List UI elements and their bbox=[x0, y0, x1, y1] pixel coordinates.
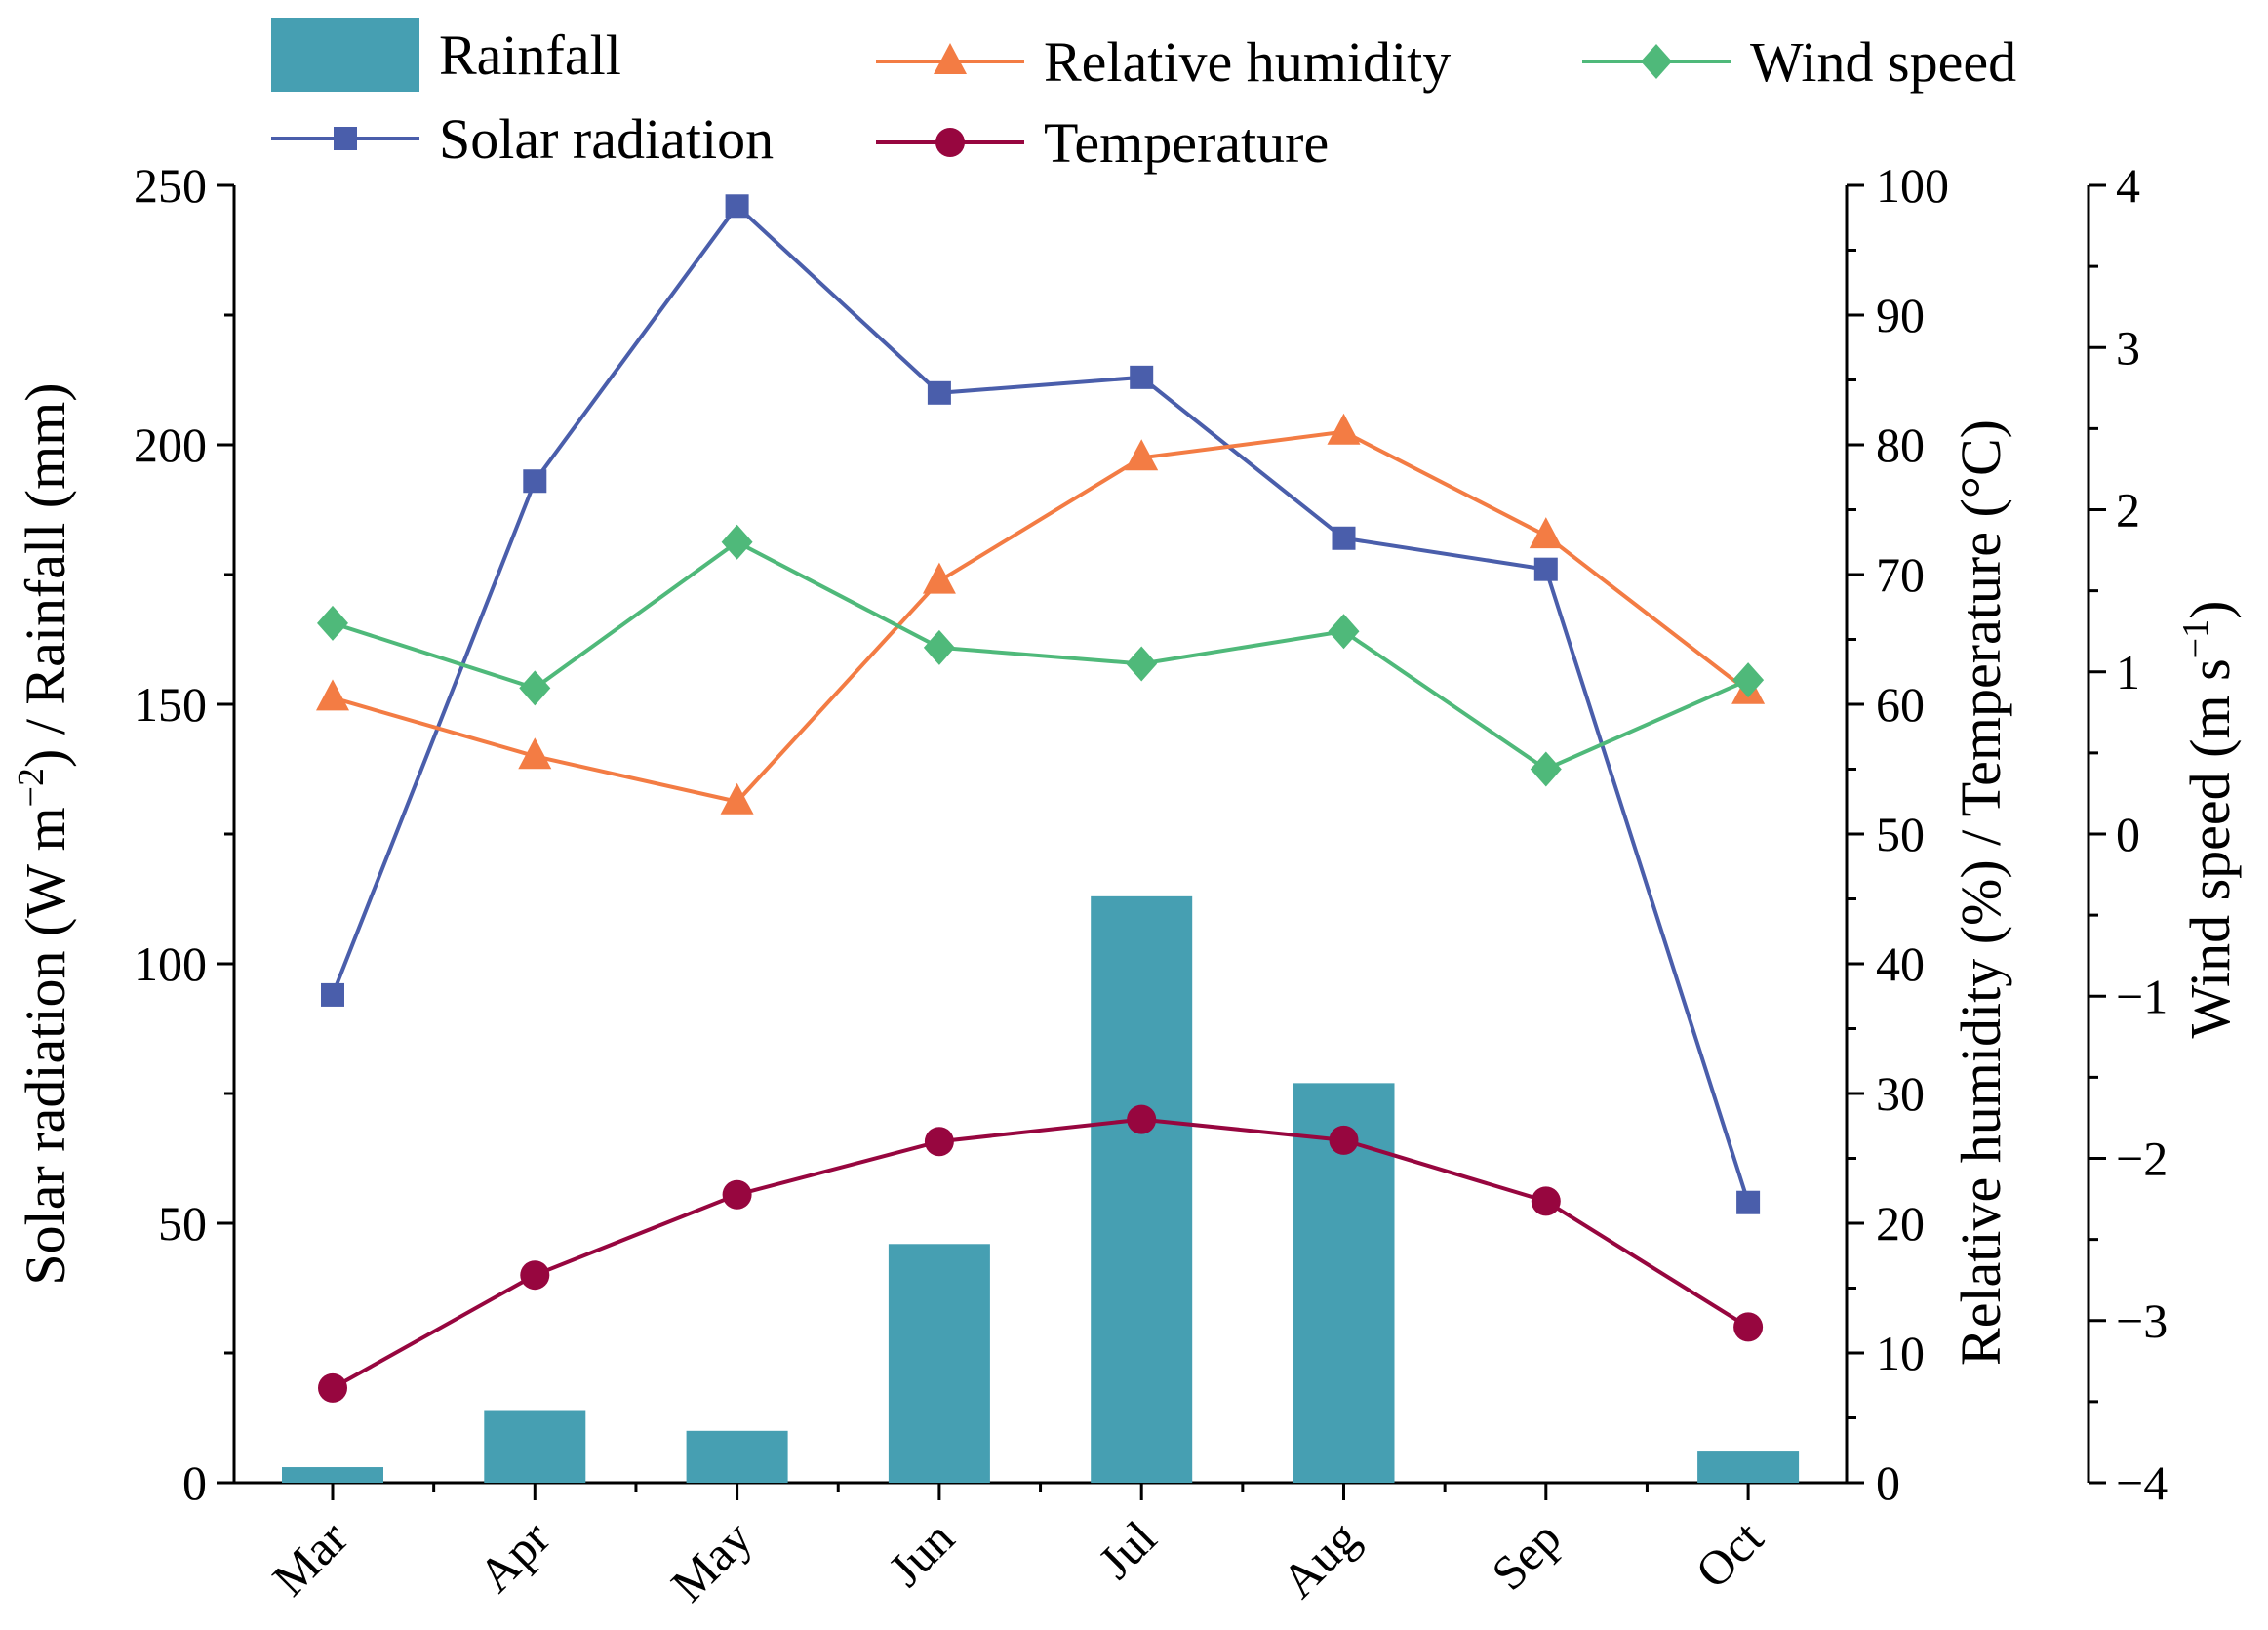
right1-tick-label: 50 bbox=[1876, 807, 1925, 861]
right1-tick-label: 30 bbox=[1876, 1066, 1925, 1121]
x-tick-label: Apr bbox=[467, 1510, 560, 1603]
x-tick-label: Mar bbox=[261, 1510, 358, 1607]
x-tick-label: May bbox=[660, 1510, 762, 1611]
right2-tick-label: 3 bbox=[2116, 320, 2140, 375]
relative-humidity-point bbox=[1125, 439, 1159, 471]
temperature-point bbox=[1733, 1312, 1764, 1342]
x-tick-label: Aug bbox=[1271, 1510, 1369, 1608]
x-tick-label: Jul bbox=[1088, 1510, 1167, 1589]
left-tick-label: 200 bbox=[134, 417, 207, 472]
relative-humidity-point bbox=[1529, 517, 1563, 549]
temperature-point bbox=[1127, 1104, 1157, 1134]
right2-tick-label: −2 bbox=[2116, 1132, 2168, 1186]
solar-radiation-point bbox=[1332, 526, 1356, 550]
x-tick-label: Sep bbox=[1481, 1510, 1572, 1601]
right1-tick-label: 10 bbox=[1876, 1326, 1925, 1380]
wind-speed-point bbox=[519, 670, 551, 706]
x-tick-label: Jun bbox=[878, 1510, 965, 1597]
left-tick-label: 50 bbox=[158, 1196, 207, 1251]
temperature-point bbox=[1531, 1186, 1561, 1216]
left-axis-title: Solar radiation (W m−2) / Rainfall (mm) bbox=[11, 382, 77, 1285]
relative-humidity-line bbox=[332, 429, 1750, 804]
solar-radiation-point bbox=[523, 469, 547, 494]
rainfall-bars bbox=[282, 895, 1800, 1483]
solar-radiation-point bbox=[321, 982, 344, 1007]
wind-speed-point bbox=[1530, 751, 1562, 787]
right1-tick-label: 70 bbox=[1876, 547, 1925, 602]
left-tick-label: 150 bbox=[134, 677, 207, 732]
right2-tick-label: 4 bbox=[2116, 158, 2140, 213]
right1-tick-label: 90 bbox=[1876, 288, 1925, 342]
relative-humidity-point bbox=[518, 737, 552, 770]
legend-marker-temperature bbox=[935, 128, 965, 157]
legend-marker-solar-radiation bbox=[334, 127, 357, 150]
solar-radiation-point bbox=[1130, 365, 1154, 389]
legend-item-relative-humidity: Relative humidity bbox=[876, 30, 1451, 94]
wind-speed-point bbox=[1732, 662, 1765, 698]
legend-label-relative-humidity: Relative humidity bbox=[1044, 30, 1451, 94]
rainfall-bar bbox=[888, 1244, 990, 1483]
right1-axis-title: Relative humidity (%) / Temperature (°C) bbox=[1949, 419, 2012, 1366]
temperature-point bbox=[1329, 1125, 1359, 1155]
right1-tick-label: 0 bbox=[1876, 1455, 1900, 1510]
solar-radiation-point bbox=[1533, 557, 1558, 581]
rainfall-bar bbox=[1091, 895, 1193, 1483]
wind-speed-line bbox=[332, 539, 1749, 772]
legend-marker-wind-speed bbox=[1641, 44, 1672, 79]
right1-tick-label: 80 bbox=[1876, 417, 1925, 472]
rainfall-bar bbox=[686, 1430, 788, 1483]
solar-radiation-point bbox=[725, 194, 749, 219]
legend-item-rainfall: Rainfall bbox=[271, 18, 621, 92]
rainfall-bar bbox=[282, 1467, 383, 1483]
right1-tick-label: 100 bbox=[1876, 158, 1949, 213]
relative-humidity-point bbox=[922, 562, 956, 594]
temperature-point bbox=[520, 1260, 550, 1291]
wind-axis-title: Wind speed (m s−1) bbox=[2175, 601, 2242, 1039]
right2-tick-label: −3 bbox=[2116, 1293, 2168, 1348]
right1-tick-label: 60 bbox=[1876, 677, 1925, 732]
temperature-point bbox=[924, 1127, 954, 1157]
temperature-point bbox=[722, 1179, 752, 1210]
right2-tick-label: 2 bbox=[2116, 483, 2140, 537]
legend-label-temperature: Temperature bbox=[1044, 111, 1329, 175]
relative-humidity-point bbox=[316, 679, 349, 711]
legend-marker-relative-humidity bbox=[934, 43, 967, 74]
series-lines bbox=[331, 203, 1751, 1390]
legend-item-wind-speed: Wind speed bbox=[1582, 30, 2016, 94]
rainfall-bar bbox=[484, 1410, 586, 1483]
left-tick-label: 250 bbox=[134, 158, 207, 213]
right2-tick-label: 1 bbox=[2116, 645, 2140, 699]
solar-radiation-point bbox=[927, 380, 951, 405]
legend-item-temperature: Temperature bbox=[876, 111, 1329, 175]
series-markers bbox=[316, 194, 1766, 1403]
legend-label-rainfall: Rainfall bbox=[439, 23, 621, 87]
wind-speed-point bbox=[1126, 646, 1158, 682]
left-tick-label: 0 bbox=[182, 1455, 207, 1510]
legend-label-solar-radiation: Solar radiation bbox=[439, 107, 774, 171]
temperature-line bbox=[332, 1117, 1750, 1390]
wind-speed-point bbox=[721, 524, 753, 560]
solar-radiation-line bbox=[331, 203, 1751, 1204]
wind-speed-point bbox=[923, 629, 955, 665]
rainfall-bar bbox=[1697, 1451, 1800, 1483]
wind-speed-point bbox=[1328, 614, 1360, 650]
relative-humidity-point bbox=[720, 782, 754, 815]
temperature-point bbox=[318, 1372, 347, 1403]
legend-item-solar-radiation: Solar radiation bbox=[271, 107, 774, 171]
left-tick-label: 100 bbox=[134, 936, 207, 991]
legend-label-wind-speed: Wind speed bbox=[1750, 30, 2016, 94]
x-tick-label: Oct bbox=[1685, 1510, 1773, 1599]
legend-swatch-rainfall bbox=[271, 18, 419, 92]
legend: Rainfall Relative humidity Wind speed Solar… bbox=[271, 18, 2016, 175]
right2-tick-label: 0 bbox=[2116, 807, 2140, 861]
wind-speed-point bbox=[317, 605, 348, 641]
solar-radiation-point bbox=[1736, 1190, 1761, 1214]
right2-tick-label: −1 bbox=[2116, 969, 2168, 1023]
right2-tick-label: −4 bbox=[2116, 1455, 2168, 1510]
right1-tick-label: 20 bbox=[1876, 1196, 1925, 1251]
relative-humidity-point bbox=[1327, 413, 1361, 445]
right1-tick-label: 40 bbox=[1876, 936, 1925, 991]
